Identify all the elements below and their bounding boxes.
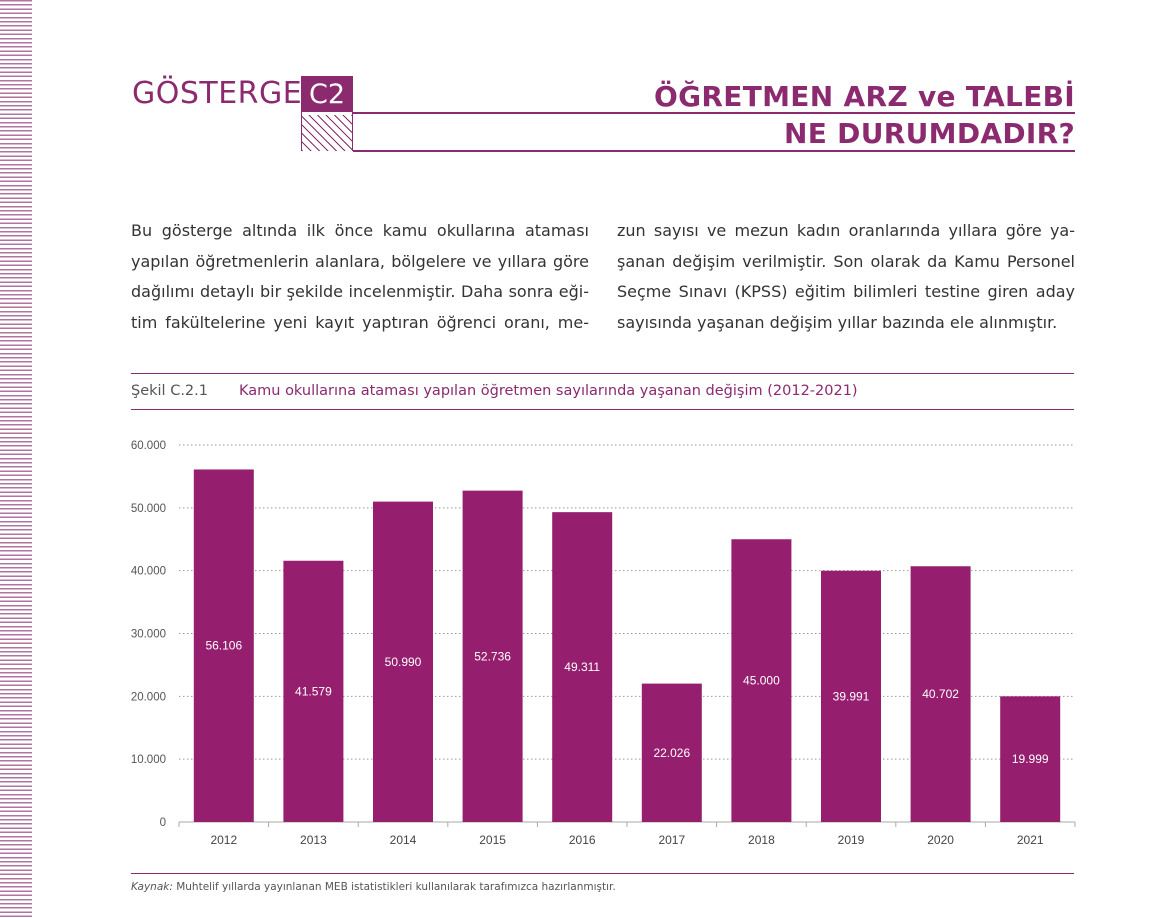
intro-line: dağılımı detaylı bir şekilde incelenmişt… — [131, 282, 589, 301]
intro-line: yapılan öğretmenlerin alanlara, bölgeler… — [131, 251, 589, 271]
intro-line: Seçme Sınavı (KPSS) eğitim bilimleri tes… — [617, 282, 1075, 301]
data-label: 39.991 — [833, 689, 870, 703]
data-label: 19.999 — [1012, 752, 1049, 766]
decorative-stripes — [0, 0, 32, 918]
section-label: GÖSTERGE — [132, 75, 303, 111]
section-code-box: C2 — [301, 76, 353, 151]
source-divider — [131, 873, 1074, 874]
bar — [821, 570, 881, 822]
x-tick-label: 2012 — [210, 833, 237, 847]
source-prefix: Kaynak: — [131, 881, 173, 893]
figure-label: Şekil C.2.1 — [131, 383, 208, 399]
hatch-pattern — [302, 115, 352, 151]
title-line-1: ÖĞRETMEN ARZ ve TALEBİ — [654, 80, 1075, 113]
intro-column-right: zun sayısı ve mezun kadın oranlarında yı… — [617, 216, 1075, 338]
y-tick-label: 20.000 — [131, 691, 166, 703]
bar — [462, 490, 523, 822]
y-tick-label: 30.000 — [131, 629, 166, 641]
bar — [373, 501, 433, 822]
y-tick-label: 40.000 — [131, 566, 166, 578]
source-text: Muhtelif yıllarda yayınlanan MEB istatis… — [176, 881, 616, 893]
x-tick-label: 2015 — [479, 833, 506, 847]
x-tick-label: 2018 — [748, 833, 775, 847]
header-divider-bottom — [353, 150, 1075, 152]
data-label: 41.579 — [295, 684, 332, 698]
y-tick-label: 50.000 — [131, 503, 166, 515]
intro-line: sayısında yaşanan değişim yıllar bazında… — [617, 312, 1058, 332]
bar — [641, 683, 702, 822]
x-tick-label: 2019 — [838, 833, 865, 847]
data-label: 56.106 — [205, 639, 242, 653]
intro-line: Bu gösterge altında ilk önce kamu okulla… — [131, 221, 589, 240]
title-line-2: NE DURUMDADIR? — [783, 117, 1075, 150]
data-label: 50.990 — [385, 655, 422, 669]
data-label: 22.026 — [653, 746, 690, 760]
x-tick-label: 2016 — [569, 833, 596, 847]
figure-divider-bottom — [131, 409, 1074, 410]
intro-line: zun sayısı ve mezun kadın oranlarında yı… — [617, 221, 1075, 240]
bar — [193, 469, 254, 822]
y-tick-label: 10.000 — [131, 754, 166, 766]
data-label: 49.311 — [564, 660, 600, 674]
x-tick-label: 2014 — [390, 833, 417, 847]
x-tick-label: 2017 — [658, 833, 685, 847]
intro-line: şanan değişim verilmiştir. Son olarak da… — [617, 251, 1075, 271]
figure-divider-top — [131, 373, 1074, 374]
bar — [1000, 696, 1061, 822]
source-note: Kaynak: Muhtelif yıllarda yayınlanan MEB… — [131, 881, 616, 893]
x-tick-label: 2013 — [300, 833, 327, 847]
bar — [283, 560, 344, 822]
x-tick-label: 2021 — [1017, 833, 1044, 847]
page-title: ÖĞRETMEN ARZ ve TALEBİ NE DURUMDADIR? — [654, 78, 1075, 152]
y-tick-label: 60.000 — [131, 440, 166, 452]
data-label: 40.702 — [922, 687, 959, 701]
section-code: C2 — [302, 77, 352, 112]
intro-line: tim fakültelerine yeni kayıt yaptıran öğ… — [131, 312, 589, 332]
figure-title: Kamu okullarına ataması yapılan öğretmen… — [239, 383, 858, 399]
x-tick-label: 2020 — [927, 833, 954, 847]
intro-column-left: Bu gösterge altında ilk önce kamu okulla… — [131, 216, 589, 338]
section-header: GÖSTERGE — [132, 75, 303, 111]
header-divider — [353, 112, 1075, 114]
data-label: 52.736 — [474, 649, 511, 663]
y-tick-label: 0 — [160, 817, 166, 829]
data-label: 45.000 — [743, 674, 780, 688]
bar — [552, 512, 613, 822]
bar — [731, 539, 792, 822]
bar — [910, 566, 971, 822]
